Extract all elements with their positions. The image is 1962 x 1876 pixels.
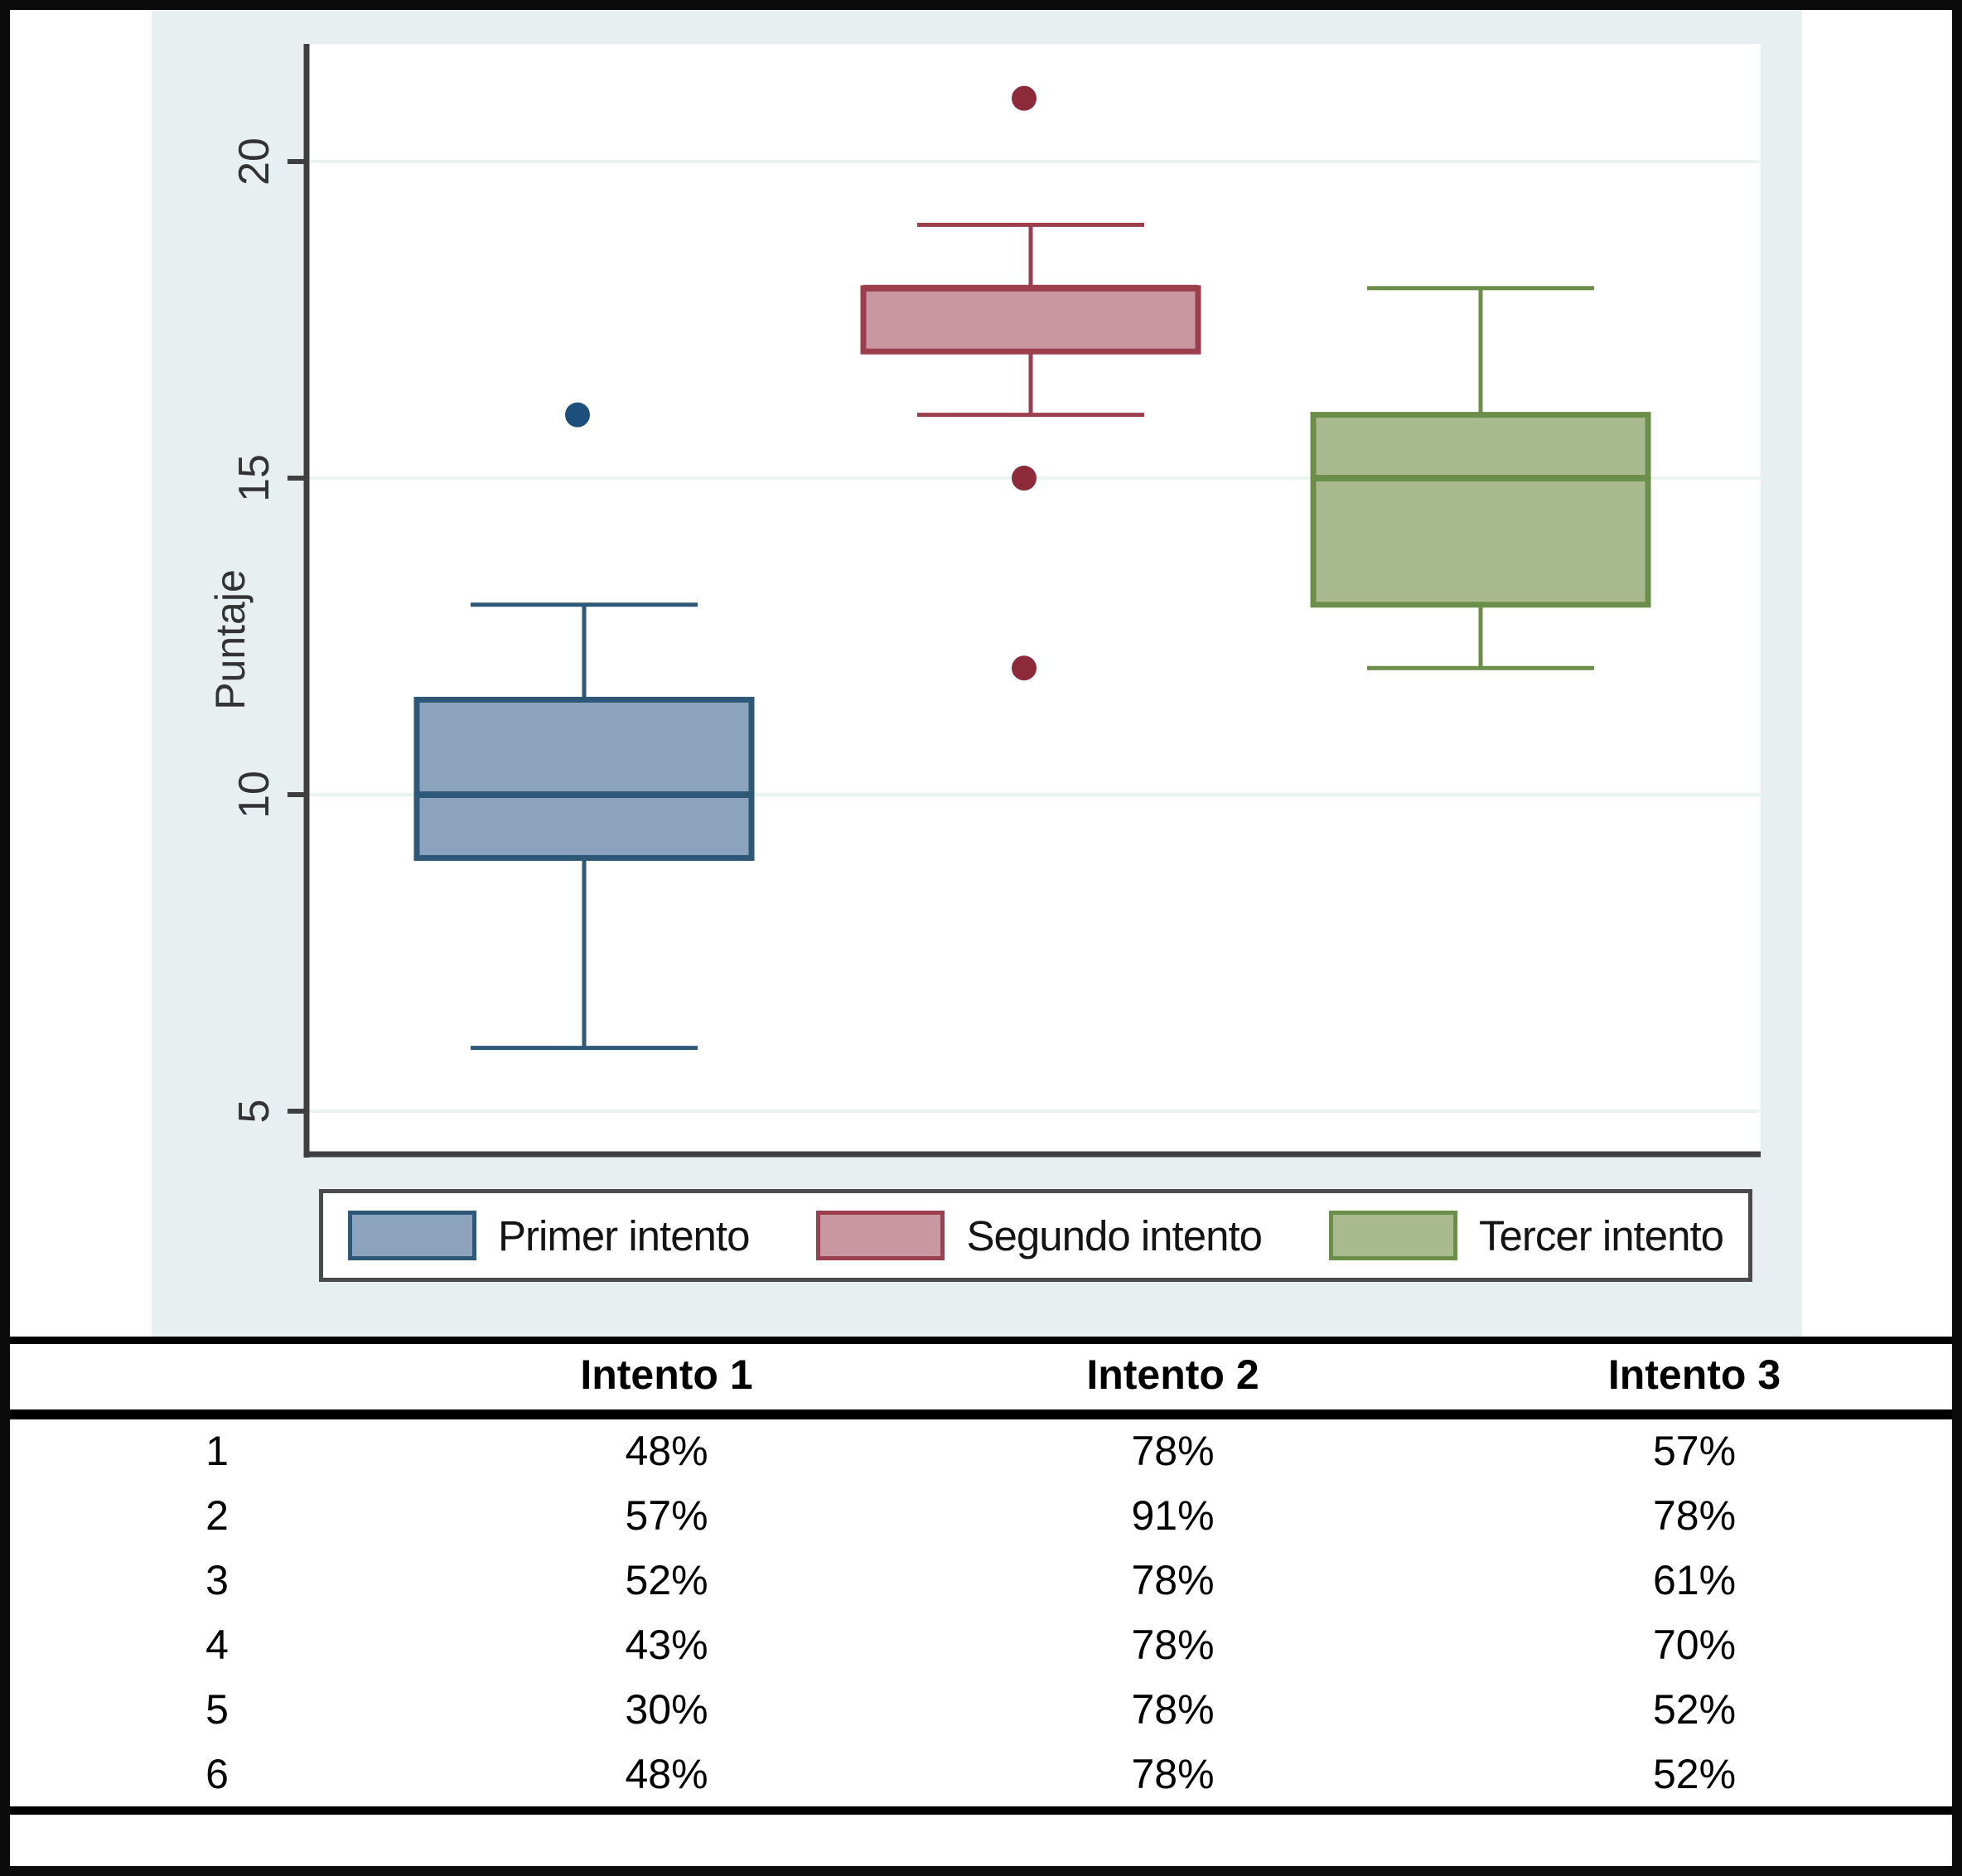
table-cell: 78% xyxy=(1131,1557,1215,1603)
legend-item-segundo-intento: Segundo intento xyxy=(816,1211,1263,1260)
box-tercer-intento xyxy=(1310,412,1651,608)
table-row: 2 57% 91% 78% xyxy=(10,1483,1952,1548)
boxplot-chart: 20 15 10 5 Puntaje xyxy=(207,44,1761,1158)
box-primer-intento xyxy=(413,696,755,861)
legend-swatch-primer-intento xyxy=(348,1211,476,1260)
y-axis-title: Puntaje xyxy=(207,569,254,710)
table-row: 5 30% 78% 52% xyxy=(10,1677,1952,1742)
table-cell: 78% xyxy=(1652,1492,1737,1539)
table-cell: 30% xyxy=(625,1686,708,1733)
table-row: 1 48% 78% 57% xyxy=(10,1419,1952,1483)
legend-label-primer-intento: Primer intento xyxy=(498,1211,750,1260)
row-label: 1 xyxy=(205,1428,229,1474)
table-row: 3 52% 78% 61% xyxy=(10,1548,1952,1612)
table-cell: 78% xyxy=(1131,1428,1215,1474)
y-tick-label: 15 xyxy=(230,454,278,502)
outlier-dot-segundo-intento xyxy=(1012,85,1037,111)
legend-label-segundo-intento: Segundo intento xyxy=(966,1211,1262,1260)
row-label: 3 xyxy=(205,1557,229,1603)
y-tick-label: 10 xyxy=(230,771,278,819)
table-cell: 43% xyxy=(625,1622,708,1668)
table-cell: 70% xyxy=(1652,1622,1737,1668)
boxplot-figure: 20 15 10 5 Puntaje Primer intento Segundo int… xyxy=(152,10,1802,1337)
table-cell: 57% xyxy=(1652,1428,1737,1474)
row-label: 6 xyxy=(205,1751,229,1797)
table-cell: 48% xyxy=(625,1751,708,1797)
legend-swatch-tercer-intento xyxy=(1329,1211,1457,1260)
table-bottom-border xyxy=(10,1806,1952,1815)
legend-label-tercer-intento: Tercer intento xyxy=(1479,1211,1724,1260)
table-header-row: Intento 1 Intento 2 Intento 3 xyxy=(10,1342,1952,1407)
table-cell: 48% xyxy=(625,1428,708,1474)
table-cell: 52% xyxy=(1652,1751,1737,1797)
table-row: 4 43% 78% 70% xyxy=(10,1612,1952,1677)
table-top-border xyxy=(10,1337,1952,1344)
row-label: 2 xyxy=(205,1492,229,1539)
table-cell: 78% xyxy=(1131,1622,1215,1668)
outlier-dot-primer-intento xyxy=(565,402,590,428)
column-header: Intento 2 xyxy=(1086,1351,1259,1398)
legend-swatch-segundo-intento xyxy=(816,1211,945,1260)
header-cell-empty xyxy=(10,1342,424,1407)
table-header-divider xyxy=(10,1409,1952,1419)
y-tick-label: 20 xyxy=(230,138,278,186)
y-tick-label: 5 xyxy=(230,1100,278,1124)
table-cell: 57% xyxy=(625,1492,708,1539)
outlier-dot-segundo-intento xyxy=(1012,466,1037,491)
table-cell: 78% xyxy=(1131,1686,1215,1733)
table-cell: 52% xyxy=(625,1557,708,1603)
legend-item-tercer-intento: Tercer intento xyxy=(1329,1211,1724,1260)
table-row: 6 48% 78% 52% xyxy=(10,1742,1952,1806)
legend-item-primer-intento: Primer intento xyxy=(348,1211,750,1260)
column-header: Intento 1 xyxy=(580,1351,753,1398)
row-label: 4 xyxy=(205,1622,229,1668)
outlier-dot-segundo-intento xyxy=(1012,655,1037,681)
chart-legend: Primer intento Segundo intento Tercer inte… xyxy=(319,1189,1752,1282)
table-cell: 91% xyxy=(1131,1492,1215,1539)
table-cell: 52% xyxy=(1652,1686,1737,1733)
row-label: 5 xyxy=(205,1686,229,1733)
box-segundo-intento xyxy=(860,285,1201,355)
table-cell: 78% xyxy=(1131,1751,1215,1797)
table-cell: 61% xyxy=(1652,1557,1737,1603)
column-header: Intento 3 xyxy=(1607,1351,1781,1398)
